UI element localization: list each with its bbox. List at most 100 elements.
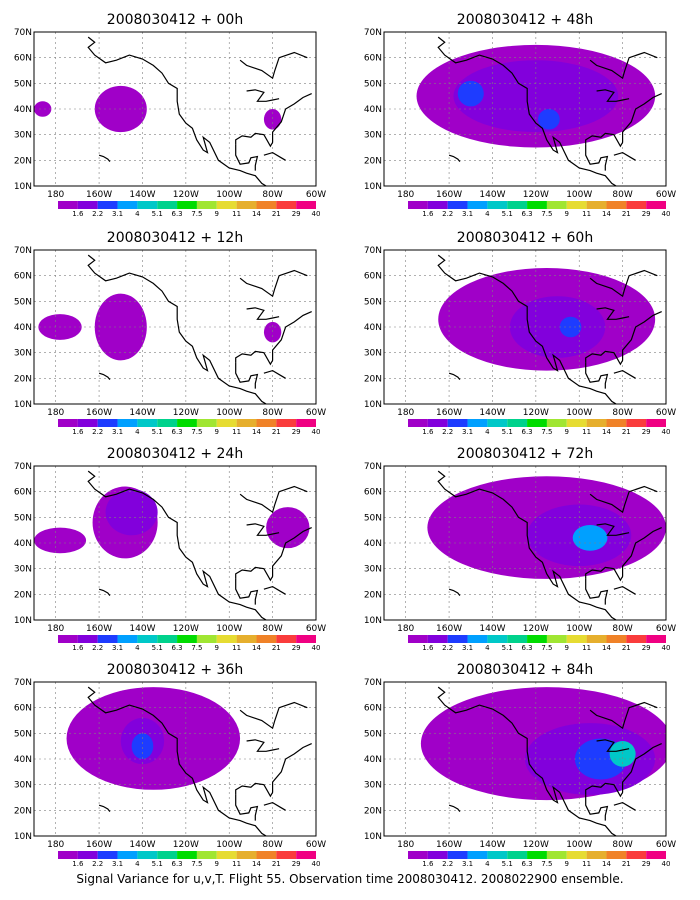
colorbar-swatch: [566, 201, 587, 209]
lat-tick-label: 70N: [14, 678, 32, 688]
panel-title: 2008030412 + 72h: [457, 446, 593, 462]
coastline: [263, 369, 286, 379]
colorbar-label: 9: [565, 210, 569, 218]
lon-tick-label: 60W: [306, 408, 326, 418]
coastline: [87, 254, 267, 404]
colorbar-swatch: [276, 851, 297, 859]
lat-tick-label: 20N: [14, 156, 32, 166]
variance-contour: [131, 733, 154, 760]
colorbar-label: 21: [272, 644, 281, 652]
colorbar-swatch: [216, 201, 237, 209]
colorbar-label: 14: [602, 428, 611, 436]
lon-tick-label: 180: [47, 408, 64, 418]
lat-tick-label: 70N: [364, 678, 382, 688]
colorbar-swatch: [427, 851, 448, 859]
colorbar-label: 40: [662, 428, 671, 436]
lat-tick-label: 10N: [364, 616, 382, 626]
colorbar-swatch: [117, 851, 138, 859]
coastline: [87, 686, 267, 836]
colorbar-label: 21: [272, 210, 281, 218]
colorbar-label: 7.5: [541, 210, 552, 218]
colorbar-swatch: [527, 851, 547, 859]
lon-tick-label: 160W: [436, 840, 462, 850]
coastline: [263, 585, 286, 595]
panel-title: 2008030412 + 84h: [457, 662, 593, 678]
colorbar-label: 6.3: [172, 210, 183, 218]
lat-tick-label: 30N: [364, 131, 382, 141]
colorbar-label: 21: [272, 428, 281, 436]
coastline: [98, 154, 111, 162]
colorbar-label: 40: [312, 428, 321, 436]
panel-title: 2008030412 + 48h: [457, 12, 593, 28]
colorbar-swatch: [447, 635, 468, 643]
colorbar-swatch: [58, 419, 78, 427]
colorbar-swatch: [256, 419, 277, 427]
colorbar-swatch: [646, 201, 666, 209]
colorbar-label: 11: [232, 644, 241, 652]
coastline: [87, 470, 267, 620]
colorbar-swatch: [256, 635, 277, 643]
colorbar-swatch: [427, 635, 448, 643]
colorbar-swatch: [606, 419, 627, 427]
colorbar-swatch: [236, 851, 257, 859]
map-frame: [383, 465, 667, 621]
colorbar-label: 1.6: [72, 644, 84, 652]
lat-tick-label: 40N: [14, 755, 32, 765]
lon-tick-label: 60W: [656, 190, 676, 200]
lon-tick-label: 80W: [612, 190, 632, 200]
lon-tick-label: 180: [397, 408, 414, 418]
colorbar-swatch: [626, 851, 647, 859]
colorbar-swatch: [97, 201, 118, 209]
coastline: [589, 51, 658, 80]
colorbar-label: 6.3: [172, 428, 183, 436]
colorbar-label: 40: [312, 644, 321, 652]
lon-tick-label: 80W: [262, 408, 282, 418]
map-frame: [33, 249, 317, 405]
colorbar-label: 7.5: [191, 210, 202, 218]
colorbar-swatch: [137, 419, 158, 427]
colorbar-label: 29: [292, 428, 301, 436]
colorbar-label: 4: [485, 860, 490, 868]
colorbar-label: 5.1: [502, 210, 513, 218]
figure-caption: Signal Variance for u,v,T. Flight 55. Ob…: [76, 872, 624, 886]
coastline: [589, 701, 658, 730]
lon-tick-label: 140W: [129, 190, 155, 200]
colorbar-label: 40: [662, 210, 671, 218]
colorbar-label: 5.1: [502, 860, 513, 868]
lon-tick-label: 140W: [479, 840, 505, 850]
colorbar-label: 1.6: [72, 860, 84, 868]
colorbar-swatch: [626, 419, 647, 427]
lon-tick-label: 180: [47, 624, 64, 634]
coastline: [585, 743, 662, 798]
map-panel: 2008030412 + 00h 70N 60N 50N 40N 30N 20N 10N 180…: [14, 12, 326, 218]
map-frame: [33, 31, 317, 187]
colorbar-label: 5.1: [152, 428, 163, 436]
colorbar-swatch: [196, 635, 217, 643]
colorbar-label: 2.2: [442, 644, 453, 652]
lon-tick-label: 160W: [86, 190, 112, 200]
coastline: [246, 739, 280, 752]
lat-tick-label: 40N: [14, 539, 32, 549]
colorbar-swatch: [546, 201, 567, 209]
colorbar-swatch: [606, 851, 627, 859]
lon-tick-label: 80W: [262, 624, 282, 634]
panel-title: 2008030412 + 24h: [107, 446, 243, 462]
lon-tick-label: 100W: [216, 624, 242, 634]
colorbar-swatch: [546, 419, 567, 427]
colorbar-swatch: [77, 851, 98, 859]
lat-tick-label: 10N: [14, 832, 32, 842]
colorbar-swatch: [216, 635, 237, 643]
colorbar-swatch: [566, 635, 587, 643]
lat-tick-label: 60N: [14, 272, 32, 282]
colorbar-label: 3.1: [462, 210, 473, 218]
lat-tick-label: 50N: [14, 297, 32, 307]
colorbar-label: 29: [292, 860, 301, 868]
lon-tick-label: 120W: [523, 190, 549, 200]
lat-tick-label: 10N: [364, 182, 382, 192]
lon-tick-label: 180: [397, 190, 414, 200]
colorbar-swatch: [586, 851, 607, 859]
coastline: [235, 144, 259, 171]
lon-tick-label: 120W: [173, 408, 199, 418]
colorbar-label: 21: [272, 860, 281, 868]
lon-tick-label: 80W: [612, 624, 632, 634]
